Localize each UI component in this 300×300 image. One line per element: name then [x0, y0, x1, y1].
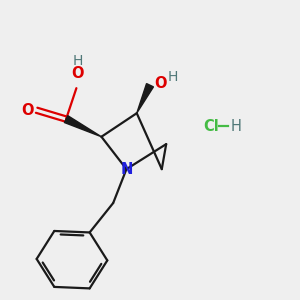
Text: H: H	[168, 70, 178, 84]
Text: O: O	[72, 66, 84, 81]
Text: O: O	[154, 76, 167, 91]
Text: H: H	[73, 54, 83, 68]
Text: Cl: Cl	[203, 119, 219, 134]
Text: N: N	[120, 162, 133, 177]
Polygon shape	[137, 84, 154, 113]
Text: O: O	[21, 103, 34, 118]
Text: H: H	[231, 119, 242, 134]
Polygon shape	[64, 116, 101, 137]
